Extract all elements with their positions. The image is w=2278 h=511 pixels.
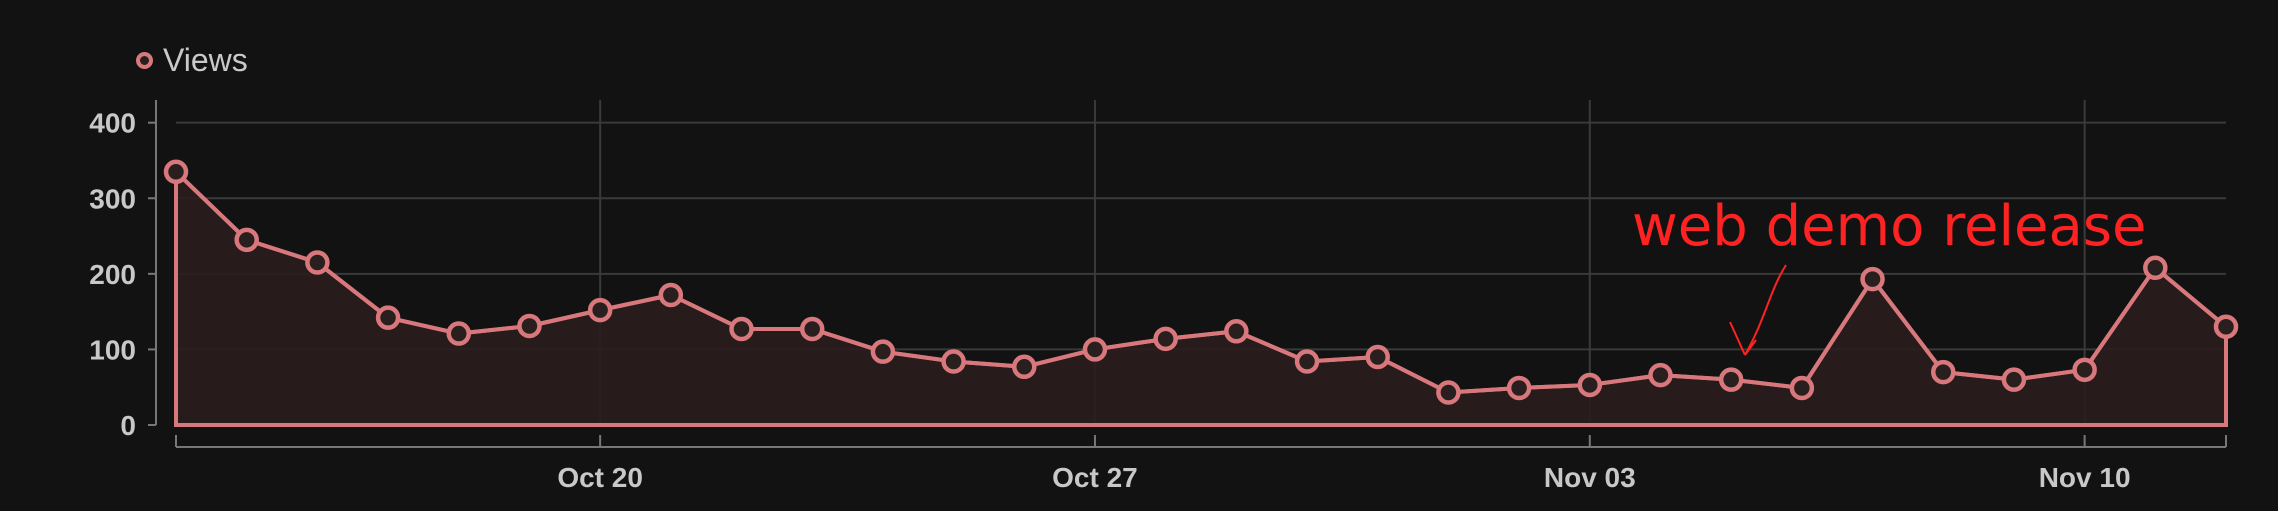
data-point: [2213, 314, 2239, 339]
data-point: [1930, 359, 1956, 385]
y-tick-label: 0: [120, 410, 136, 441]
data-point: [2143, 255, 2168, 281]
data-point: [1224, 319, 1249, 344]
data-point: [1153, 326, 1178, 352]
chart-annotation: web demo release: [1632, 194, 2146, 356]
data-point: [375, 305, 401, 330]
data-point: [1082, 337, 1108, 362]
data-point: [729, 316, 754, 342]
data-point: [1012, 354, 1037, 380]
legend-label-views: Views: [163, 42, 248, 78]
chart-points: [163, 159, 2239, 405]
data-point: [1860, 266, 1885, 292]
data-point: [1365, 344, 1390, 370]
x-tick-label: Oct 27: [1052, 462, 1138, 493]
x-tick-label: Nov 10: [2039, 462, 2131, 493]
data-point: [799, 316, 825, 342]
data-point: [234, 227, 259, 253]
data-point: [587, 297, 613, 323]
data-point: [2001, 367, 2027, 392]
data-point: [2072, 357, 2097, 383]
y-tick-label: 100: [89, 334, 136, 365]
data-point: [1577, 372, 1603, 398]
data-point: [163, 159, 189, 185]
data-point: [1718, 367, 1744, 392]
data-point: [1294, 349, 1320, 374]
annotation-arrow: [1729, 264, 1787, 356]
data-point: [517, 313, 542, 339]
data-point: [446, 321, 472, 346]
y-tick-label: 200: [89, 259, 136, 290]
data-point: [1789, 375, 1815, 401]
data-point: [941, 349, 966, 374]
data-point: [1648, 362, 1673, 388]
x-tick-label: Oct 20: [557, 462, 643, 493]
data-point: [870, 339, 896, 364]
legend-marker-icon: [136, 52, 153, 69]
y-tick-label: 300: [89, 183, 136, 214]
annotation-label: web demo release: [1632, 194, 2146, 259]
chart-legend[interactable]: Views: [136, 42, 248, 79]
y-tick-label: 400: [89, 108, 136, 139]
data-point: [1436, 380, 1461, 405]
data-point: [658, 282, 684, 308]
x-tick-label: Nov 03: [1544, 462, 1636, 493]
data-point: [305, 250, 330, 275]
data-point: [1506, 375, 1532, 401]
chart-axes: 0 100 200 300 400 Oct 20 Oct 27 Nov 03 Nov 10: [89, 100, 2227, 493]
